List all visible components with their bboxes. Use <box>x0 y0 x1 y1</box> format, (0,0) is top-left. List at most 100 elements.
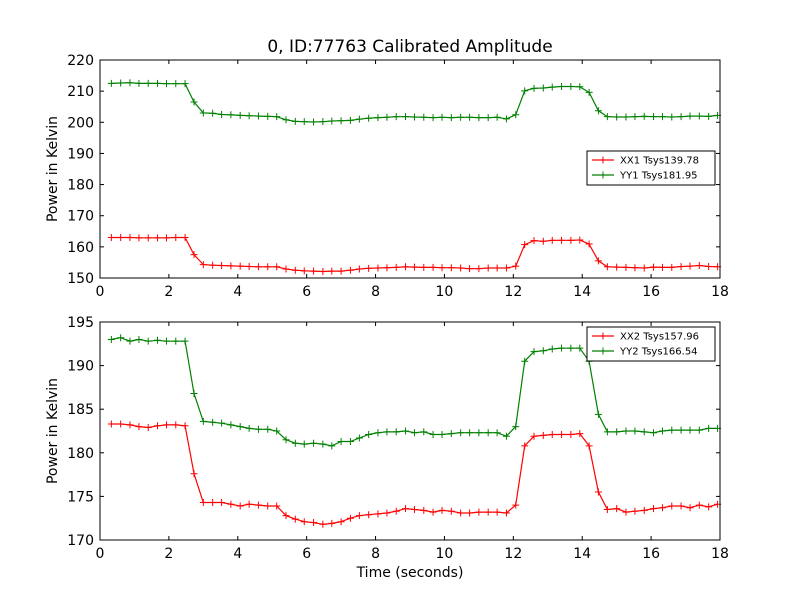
bottom-data-point <box>319 440 327 448</box>
top-data-point <box>135 234 143 242</box>
top-data-point <box>631 264 639 272</box>
bottom-data-point <box>144 337 152 345</box>
bottom-data-point <box>199 417 207 425</box>
bottom-y-tick-label: 195 <box>67 315 94 331</box>
bottom-data-point <box>227 421 235 429</box>
bottom-data-point <box>438 430 446 438</box>
bottom-data-point <box>273 427 281 435</box>
bottom-data-point <box>190 470 198 478</box>
bottom-data-point <box>264 425 272 433</box>
bottom-data-point <box>337 437 345 445</box>
top-data-point <box>457 113 465 121</box>
bottom-data-point <box>126 337 134 345</box>
top-data-point <box>209 109 217 117</box>
top-data-point <box>677 113 685 121</box>
top-data-point <box>695 112 703 120</box>
bottom-data-point <box>355 512 363 520</box>
top-data-point <box>668 113 676 121</box>
top-data-point <box>658 113 666 121</box>
bottom-data-point <box>576 430 584 438</box>
bottom-data-point <box>135 335 143 343</box>
bottom-data-point <box>447 430 455 438</box>
top-x-tick-label: 6 <box>302 284 311 300</box>
bottom-data-point <box>622 508 630 516</box>
top-y-tick-label: 210 <box>67 84 94 100</box>
bottom-data-point <box>705 503 713 511</box>
bottom-data-point <box>199 499 207 507</box>
top-data-point <box>291 266 299 274</box>
bottom-data-point <box>622 427 630 435</box>
top-data-point <box>567 236 575 244</box>
bottom-data-point <box>457 509 465 517</box>
top-data-point <box>640 264 648 272</box>
top-data-point <box>328 117 336 125</box>
top-data-point <box>650 263 658 271</box>
top-data-point <box>227 262 235 270</box>
top-data-point <box>264 112 272 120</box>
top-data-point <box>502 264 510 272</box>
top-data-point <box>402 263 410 271</box>
bottom-data-point <box>245 424 253 432</box>
top-data-point <box>291 117 299 125</box>
top-data-point <box>144 79 152 87</box>
bottom-x-tick-label: 0 <box>96 546 105 562</box>
bottom-data-point <box>512 501 520 509</box>
top-legend-marker <box>599 156 607 164</box>
bottom-data-point <box>154 422 162 430</box>
top-data-point <box>355 115 363 123</box>
bottom-data-point <box>695 426 703 434</box>
bottom-data-point <box>227 500 235 508</box>
top-data-point <box>126 79 134 87</box>
top-data-point <box>585 88 593 96</box>
top-data-point <box>613 113 621 121</box>
top-data-point <box>227 111 235 119</box>
top-data-point <box>705 262 713 270</box>
bottom-data-point <box>650 429 658 437</box>
top-x-tick-label: 18 <box>711 284 729 300</box>
top-data-point <box>117 234 125 242</box>
top-data-point <box>447 264 455 272</box>
bottom-data-point <box>310 519 318 527</box>
top-data-point <box>640 112 648 120</box>
bottom-data-point <box>484 429 492 437</box>
top-data-point <box>172 80 180 88</box>
bottom-data-point <box>346 514 354 522</box>
top-x-tick-label: 8 <box>371 284 380 300</box>
bottom-data-point <box>337 518 345 526</box>
bottom-data-point <box>594 410 602 418</box>
top-data-point <box>402 113 410 121</box>
top-data-point <box>548 83 556 91</box>
bottom-data-point <box>640 428 648 436</box>
top-data-point <box>567 82 575 90</box>
bottom-y-axis-label: Power in Kelvin <box>45 378 61 484</box>
top-data-point <box>438 113 446 121</box>
top-legend-box <box>586 150 716 186</box>
top-data-point <box>686 262 694 270</box>
bottom-plot: 0 2 4 6 8 10 12 14 16 18 170 175 180 185 190 195 Power i… <box>45 315 729 562</box>
top-data-point <box>181 80 189 88</box>
bottom-data-point <box>603 428 611 436</box>
top-data-point <box>594 257 602 265</box>
bottom-data-point <box>154 336 162 344</box>
bottom-data-point <box>530 348 538 356</box>
bottom-y-tick-label: 185 <box>67 402 94 418</box>
bottom-data-point <box>410 429 418 437</box>
top-data-point <box>650 113 658 121</box>
top-legend-label: YY1 Tsys181.95 <box>619 171 698 182</box>
top-data-point <box>475 265 483 273</box>
top-y-tick-label: 170 <box>67 209 94 225</box>
top-data-point <box>126 234 134 242</box>
top-data-point <box>310 267 318 275</box>
top-data-point <box>300 267 308 275</box>
top-data-point <box>383 264 391 272</box>
top-data-point <box>521 87 529 95</box>
top-legend-label: XX1 Tsys139.78 <box>620 156 699 167</box>
top-data-point <box>264 263 272 271</box>
top-data-point <box>273 113 281 121</box>
top-data-point <box>585 240 593 248</box>
top-data-point <box>429 263 437 271</box>
top-x-tick-label: 4 <box>233 284 242 300</box>
bottom-data-point <box>512 423 520 431</box>
top-data-point <box>484 264 492 272</box>
top-data-point <box>548 236 556 244</box>
